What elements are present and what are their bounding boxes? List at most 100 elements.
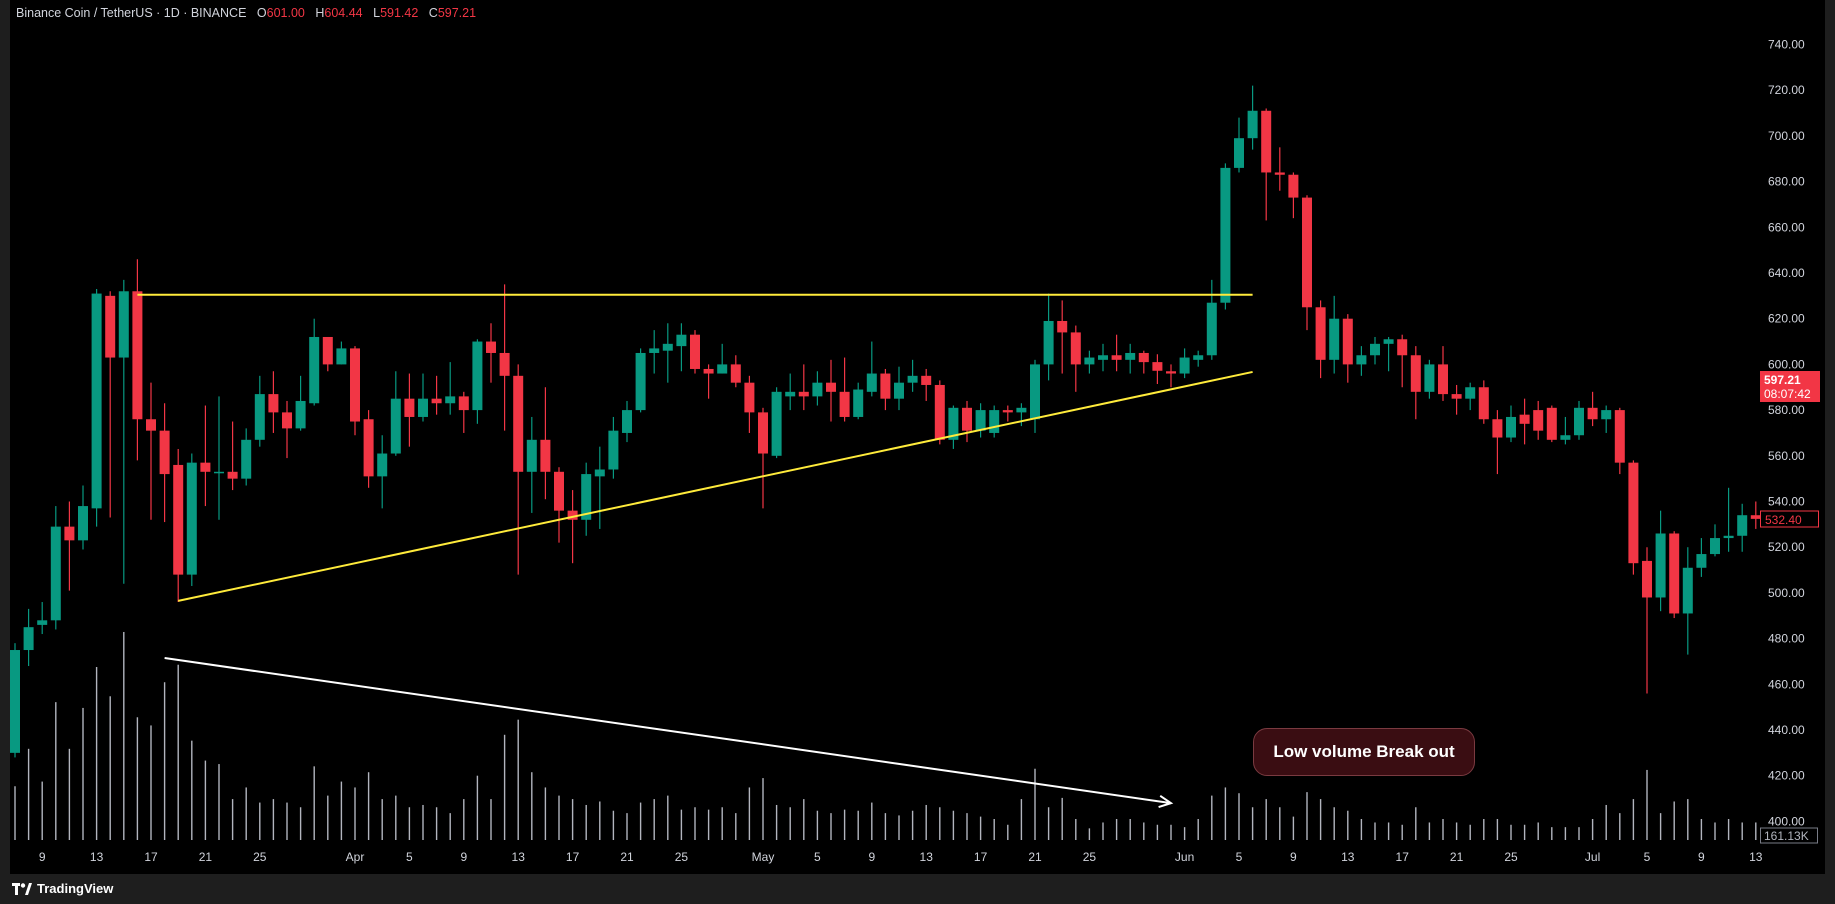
candle[interactable] <box>1111 334 1122 372</box>
candle[interactable] <box>268 371 279 433</box>
candle[interactable] <box>1030 359 1040 433</box>
candle[interactable] <box>662 323 673 383</box>
candle[interactable] <box>1057 300 1068 374</box>
candle[interactable] <box>526 416 537 513</box>
candle[interactable] <box>186 453 197 587</box>
candle[interactable] <box>1560 416 1571 445</box>
candle[interactable] <box>989 405 1000 438</box>
candle[interactable] <box>894 366 904 411</box>
candle[interactable] <box>744 375 755 433</box>
candle[interactable] <box>907 359 918 392</box>
candle[interactable] <box>1492 410 1503 475</box>
candle[interactable] <box>173 448 184 603</box>
candle[interactable] <box>853 382 864 420</box>
candle[interactable] <box>254 375 265 447</box>
candle[interactable] <box>1234 117 1244 173</box>
candle[interactable] <box>703 364 714 399</box>
candle[interactable] <box>1070 325 1081 392</box>
candle[interactable] <box>567 490 578 564</box>
candle[interactable] <box>1506 405 1516 443</box>
candle[interactable] <box>159 403 170 523</box>
time-axis[interactable]: 9 13 17 21 25 Apr 5 9 13 17 21 25 May 5 9 13 17 21 25 Jun 5 9… <box>39 850 1763 864</box>
candle[interactable] <box>921 368 932 401</box>
candle[interactable] <box>771 387 782 459</box>
candle[interactable] <box>132 259 143 461</box>
candle[interactable] <box>431 375 442 415</box>
candle[interactable] <box>1574 400 1584 440</box>
tradingview-logo[interactable]: TradingView <box>12 881 113 896</box>
candle[interactable] <box>1669 531 1680 619</box>
candle[interactable] <box>676 323 687 372</box>
candle[interactable] <box>1315 300 1326 379</box>
candle[interactable] <box>1138 350 1149 374</box>
candle[interactable] <box>146 382 156 520</box>
candle[interactable] <box>880 368 891 411</box>
candle[interactable] <box>1696 538 1707 577</box>
candle[interactable] <box>282 400 292 459</box>
candle[interactable] <box>214 396 224 520</box>
candle[interactable] <box>1601 405 1612 433</box>
candle[interactable] <box>50 506 61 630</box>
candle[interactable] <box>1370 336 1380 365</box>
candle[interactable] <box>1247 85 1258 150</box>
candle[interactable] <box>227 421 238 491</box>
candle[interactable] <box>458 391 469 433</box>
candle[interactable] <box>23 608 34 667</box>
candle[interactable] <box>1451 384 1462 415</box>
candle[interactable] <box>499 284 510 431</box>
candle[interactable] <box>866 341 877 397</box>
candle[interactable] <box>962 400 972 443</box>
candle[interactable] <box>1288 172 1299 219</box>
candle[interactable] <box>1682 547 1693 655</box>
candle[interactable] <box>1166 364 1176 388</box>
candle[interactable] <box>649 330 660 374</box>
candle[interactable] <box>10 643 20 758</box>
candle[interactable] <box>690 330 700 374</box>
candle[interactable] <box>1750 501 1761 529</box>
candle[interactable] <box>309 318 320 406</box>
candle[interactable] <box>78 485 88 550</box>
candle[interactable] <box>241 428 252 486</box>
candle[interactable] <box>1342 314 1353 383</box>
symbol-title[interactable]: Binance Coin / TetherUS · 1D · BINANCE <box>16 6 247 20</box>
candle[interactable] <box>785 373 796 411</box>
candle[interactable] <box>1655 510 1666 612</box>
candle[interactable] <box>1125 343 1136 374</box>
candle[interactable] <box>717 343 728 374</box>
candle[interactable] <box>390 371 401 456</box>
candle[interactable] <box>1383 336 1394 372</box>
candle[interactable] <box>1642 547 1652 694</box>
candle[interactable] <box>1519 398 1530 445</box>
candle[interactable] <box>1628 460 1639 575</box>
candle[interactable] <box>1478 380 1489 424</box>
candle[interactable] <box>622 400 632 443</box>
candle[interactable] <box>1737 503 1748 552</box>
candle[interactable] <box>1614 407 1625 475</box>
candle[interactable] <box>1546 405 1557 443</box>
candle[interactable] <box>1084 350 1095 374</box>
candle[interactable] <box>350 346 360 436</box>
candle[interactable] <box>1723 487 1734 552</box>
candle[interactable] <box>839 357 850 422</box>
candle[interactable] <box>1179 348 1190 379</box>
candle[interactable] <box>554 467 564 543</box>
candle[interactable] <box>336 341 347 365</box>
candle[interactable] <box>64 501 75 591</box>
candle[interactable] <box>445 362 456 415</box>
candle[interactable] <box>418 373 428 422</box>
candle[interactable] <box>118 279 129 584</box>
candle[interactable] <box>1533 400 1544 440</box>
candle[interactable] <box>540 387 551 500</box>
callout-label[interactable]: Low volume Break out <box>1253 728 1475 776</box>
candle[interactable] <box>934 380 945 445</box>
candle[interactable] <box>1002 405 1013 422</box>
candle[interactable] <box>322 336 333 372</box>
candle[interactable] <box>798 364 809 411</box>
candle[interactable] <box>975 403 986 438</box>
candle[interactable] <box>1220 163 1231 310</box>
candle[interactable] <box>1206 279 1217 360</box>
candle[interactable] <box>1329 295 1340 374</box>
candle[interactable] <box>1710 524 1720 557</box>
price-axis[interactable]: 740.00 720.00 700.00 680.00 660.00 640.00 620.… <box>1768 38 1805 829</box>
